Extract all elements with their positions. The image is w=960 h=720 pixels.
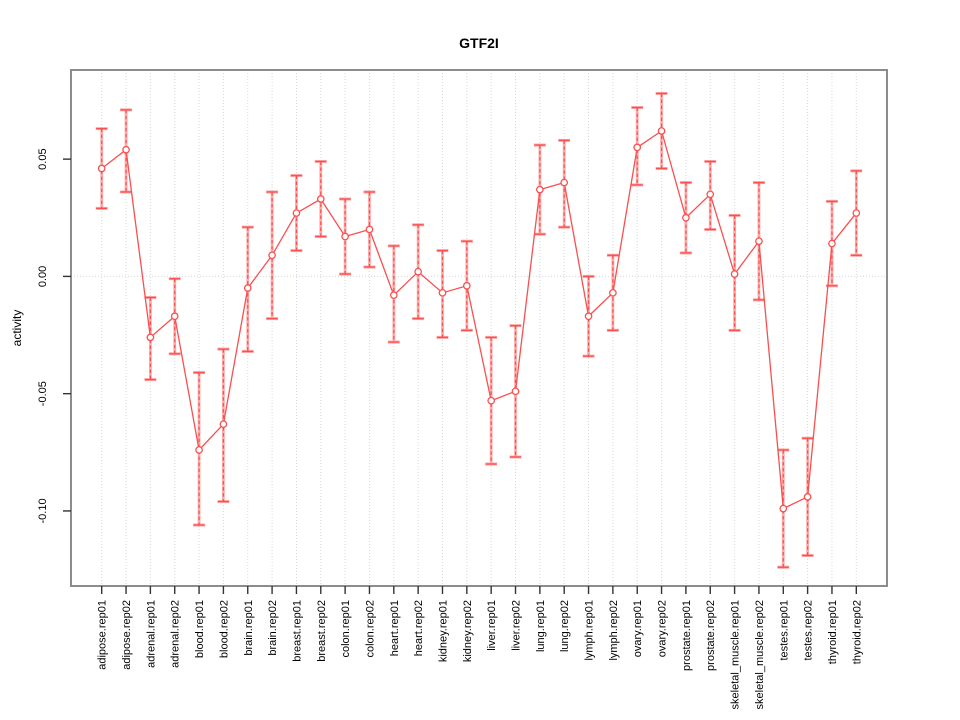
x-tick-label: lymph.rep02 — [608, 600, 620, 661]
data-point — [682, 213, 690, 222]
data-point — [316, 195, 325, 203]
data-point — [828, 239, 836, 248]
x-tick-label: lymph.rep01 — [584, 600, 596, 661]
data-point — [97, 164, 106, 173]
x-tick-label: testes.rep02 — [803, 600, 815, 661]
data-series — [95, 91, 863, 569]
x-tick-label: liver.rep02 — [511, 600, 523, 651]
x-tick-label: liver.rep01 — [486, 600, 498, 651]
y-tick-label: -0.05 — [37, 381, 49, 406]
data-point — [341, 232, 349, 241]
x-tick-label: skeletal_muscle.rep01 — [730, 600, 742, 709]
x-tick-label: testes.rep01 — [778, 600, 790, 661]
x-tick-label: brain.rep01 — [243, 600, 255, 656]
x-tick-label: skeletal_muscle.rep02 — [754, 600, 766, 709]
x-tick-label: colon.rep01 — [340, 600, 352, 658]
data-point — [560, 178, 569, 187]
data-point — [584, 312, 593, 321]
x-tick-label: ovary.rep02 — [657, 600, 669, 657]
x-tick-label: brain.rep02 — [267, 600, 279, 656]
x-tick-label: blood.rep01 — [194, 600, 206, 658]
data-point — [414, 267, 422, 276]
x-tick-label: prostate.rep01 — [681, 600, 693, 671]
data-point — [462, 281, 471, 290]
axes: 0.05 0.00 -0.05 -0.10 adipose.rep01 adipose.r… — [37, 148, 863, 709]
data-point — [170, 312, 179, 321]
x-tick-label: ovary.rep01 — [632, 600, 644, 657]
data-point — [706, 190, 715, 199]
data-point — [389, 291, 398, 300]
x-tick-label: adrenal.rep02 — [170, 600, 182, 668]
data-point — [195, 446, 203, 454]
x-tick-label: lung.rep01 — [535, 600, 547, 652]
x-tick-label: prostate.rep02 — [705, 600, 717, 671]
x-tick-label: adipose.rep02 — [121, 600, 133, 670]
y-tick-label: -0.10 — [37, 498, 49, 523]
x-tick-label: adrenal.rep01 — [145, 600, 157, 668]
x-tick-label: thyroid.rep01 — [827, 600, 839, 664]
data-point — [803, 493, 812, 501]
data-point — [657, 127, 666, 135]
data-point — [122, 145, 130, 154]
y-tick-label: 0.05 — [37, 148, 49, 169]
x-tick-label: kidney.rep02 — [462, 600, 474, 662]
data-point — [438, 288, 447, 297]
data-point — [487, 396, 496, 405]
x-tick-label: heart.rep01 — [389, 600, 401, 656]
data-point — [268, 251, 276, 260]
x-tick-label: breast.rep01 — [291, 600, 303, 662]
data-point — [219, 420, 228, 429]
x-tick-label: blood.rep02 — [218, 600, 230, 658]
data-point — [730, 270, 739, 278]
x-tick-label: lung.rep02 — [559, 600, 571, 652]
data-point — [243, 284, 252, 292]
x-tick-label: breast.rep02 — [316, 600, 328, 662]
plot-border — [70, 69, 888, 587]
x-tick-label: thyroid.rep02 — [851, 600, 863, 664]
chart-title: GTF2I — [459, 35, 499, 51]
x-tick-label: adipose.rep01 — [97, 600, 109, 670]
data-point — [511, 387, 520, 396]
data-point — [755, 237, 763, 246]
data-point — [609, 288, 617, 297]
data-point — [852, 209, 861, 217]
series-line — [101, 129, 857, 510]
x-tick-label: heart.rep02 — [413, 600, 425, 656]
y-tick-label: 0.00 — [37, 266, 49, 287]
data-point — [146, 333, 155, 342]
data-point — [292, 209, 301, 217]
gridlines — [71, 70, 887, 586]
data-point — [536, 185, 544, 194]
data-point — [779, 504, 788, 513]
plot-frame — [70, 69, 888, 587]
data-point — [365, 225, 374, 234]
x-tick-label: colon.rep02 — [364, 600, 376, 658]
y-axis-label: activity — [10, 310, 24, 347]
data-point — [633, 143, 642, 152]
x-tick-label: kidney.rep01 — [437, 600, 449, 662]
